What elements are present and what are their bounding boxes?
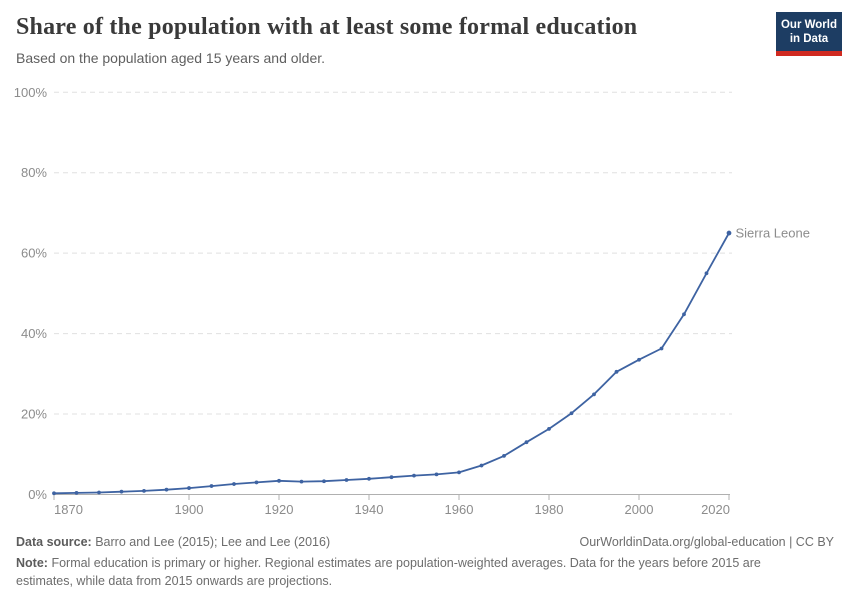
data-point[interactable] — [479, 463, 484, 468]
data-source-text: Barro and Lee (2015); Lee and Lee (2016) — [95, 535, 331, 549]
data-point[interactable] — [524, 440, 529, 445]
owid-logo-line2: in Data — [789, 33, 829, 45]
y-axis-label: 100% — [14, 85, 48, 100]
data-point[interactable] — [209, 484, 214, 488]
footer-note-label: Note: — [16, 556, 48, 571]
data-source: Data source: Barro and Lee (2015); Lee a… — [16, 533, 330, 551]
line-chart[interactable]: 0% 20% 40% 60% 80% 100% 1870 1900 1920 1940 1960 19… — [0, 0, 850, 530]
x-axis-label: 1940 — [355, 502, 384, 517]
data-point[interactable] — [569, 411, 574, 416]
owid-logo-red-bar — [776, 51, 842, 56]
data-point[interactable] — [277, 478, 281, 483]
data-point[interactable] — [97, 490, 101, 495]
y-axis-label: 80% — [21, 165, 47, 180]
data-point[interactable] — [682, 312, 686, 317]
x-axis-label: 2000 — [625, 502, 654, 517]
footer-note: Note: Formal education is primary or hig… — [16, 554, 761, 590]
data-point[interactable] — [322, 479, 326, 484]
data-point[interactable] — [502, 453, 506, 458]
x-axis-label: 1980 — [535, 502, 564, 517]
data-point[interactable] — [254, 480, 259, 485]
data-point[interactable] — [637, 357, 641, 362]
data-point[interactable] — [187, 486, 191, 490]
y-axis-label: 60% — [21, 246, 47, 261]
data-point[interactable] — [726, 230, 732, 236]
x-axis-label: 2020 — [701, 502, 730, 517]
chart-subtitle: Based on the population aged 15 years an… — [16, 50, 326, 66]
data-point[interactable] — [434, 472, 439, 477]
data-point[interactable] — [389, 475, 394, 480]
owid-logo-line1: Our World — [780, 19, 837, 31]
data-point[interactable] — [367, 476, 371, 481]
series-line[interactable] — [53, 232, 730, 495]
data-point[interactable] — [614, 369, 619, 374]
data-point[interactable] — [232, 482, 236, 486]
x-axis-label: 1920 — [265, 502, 294, 517]
data-point[interactable] — [344, 478, 349, 482]
data-point[interactable] — [164, 487, 169, 492]
x-axis-label: 1960 — [445, 502, 474, 517]
y-axis-label: 40% — [21, 326, 47, 341]
data-point[interactable] — [74, 490, 79, 495]
data-point[interactable] — [52, 491, 56, 496]
owid-logo[interactable]: Our World in Data — [776, 12, 842, 56]
data-point[interactable] — [299, 479, 304, 484]
chart-footer: Data source: Barro and Lee (2015); Lee a… — [16, 533, 834, 590]
footer-note-text: Formal education is primary or higher. R… — [16, 556, 761, 589]
data-point[interactable] — [142, 488, 146, 493]
owid-cc-link[interactable]: OurWorldinData.org/global-education | CC… — [579, 535, 834, 549]
y-axis-label: 0% — [28, 487, 47, 502]
data-point[interactable] — [704, 271, 709, 276]
page-title: Share of the population with at least so… — [16, 14, 638, 40]
data-point[interactable] — [412, 473, 416, 478]
x-axis-label: 1870 — [54, 502, 83, 517]
data-point[interactable] — [457, 470, 461, 475]
data-point[interactable] — [592, 392, 596, 397]
x-axis-label: 1900 — [175, 502, 204, 517]
data-point[interactable] — [659, 346, 664, 351]
data-point[interactable] — [119, 489, 124, 494]
data-point[interactable] — [547, 427, 551, 431]
y-axis-label: 20% — [21, 407, 47, 422]
owid-logo-box: Our World in Data — [776, 12, 842, 51]
data-source-label: Data source: — [16, 535, 92, 549]
line-chart-svg[interactable]: 0% 20% 40% 60% 80% 100% 1870 1900 1920 1940 1960 19… — [0, 0, 850, 530]
series-label[interactable]: Sierra Leone — [736, 226, 810, 241]
